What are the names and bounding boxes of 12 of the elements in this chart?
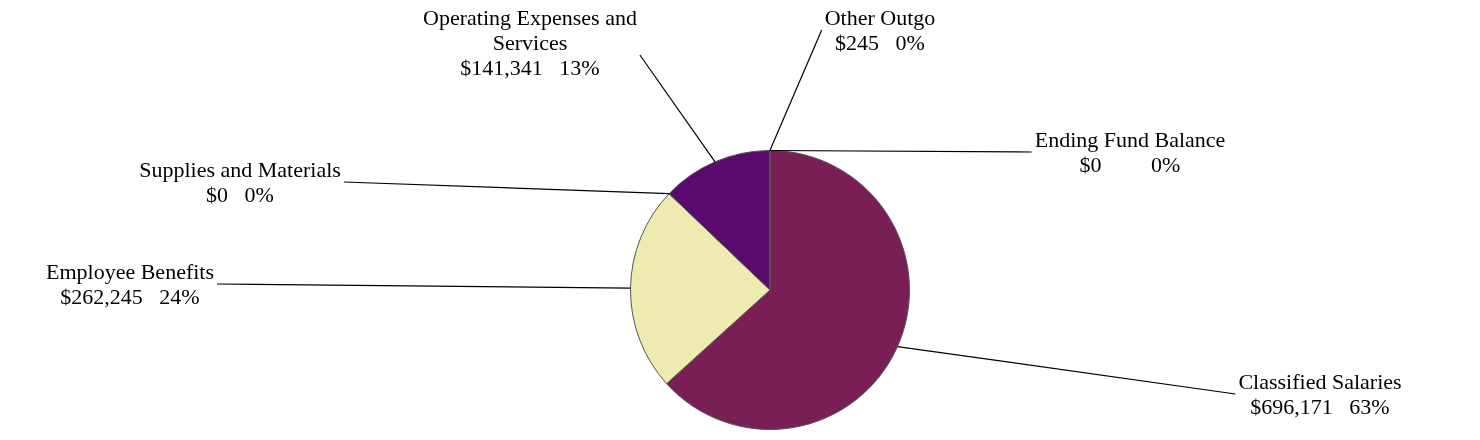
text: $0 0%: [1079, 151, 1181, 177]
data-label: $696,171 63%: [1250, 393, 1390, 419]
category-label: Ending Fund Balance: [1034, 126, 1226, 152]
slice-label: Operating Expenses and Services: [423, 4, 637, 55]
slice-label: Classified Salaries: [1238, 368, 1402, 394]
data-label: $141,341 13%: [460, 54, 600, 80]
text: $0 0%: [206, 181, 274, 207]
slice-label: Other Outgo: [824, 4, 936, 30]
category-label: Supplies and Materials: [139, 156, 341, 182]
slice-label: Employee Benefits: [45, 258, 215, 284]
data-label: $245 0%: [835, 29, 925, 55]
data-label: $262,245 24%: [60, 283, 200, 309]
